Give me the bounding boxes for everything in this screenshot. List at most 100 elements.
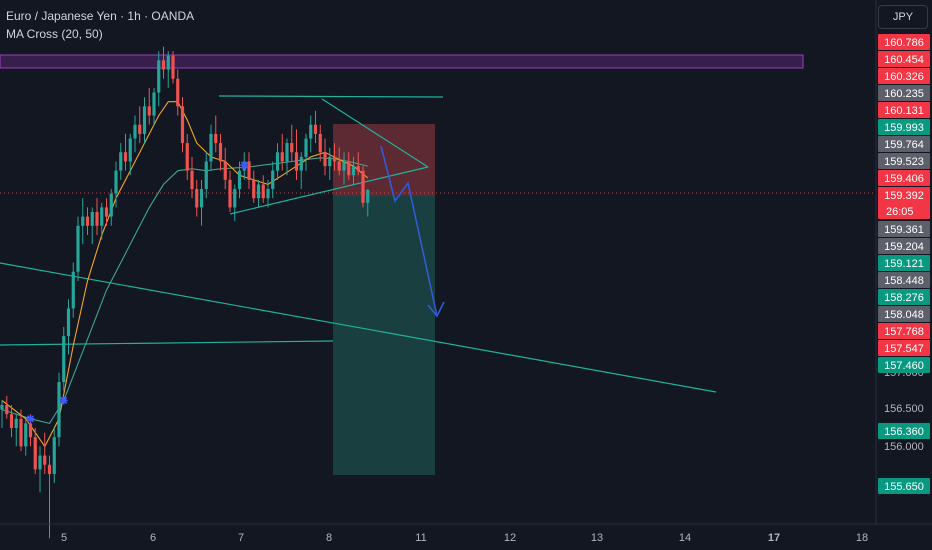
candle-body (43, 455, 47, 465)
candle-body (252, 179, 256, 199)
candle-body (342, 161, 346, 171)
candle-body (271, 170, 275, 190)
ma-fast-line (1, 101, 369, 448)
candle-body (361, 170, 365, 203)
x-tick-label: 6 (150, 532, 156, 544)
candle-body (356, 166, 360, 171)
price-label-badge (878, 119, 930, 135)
candle-body (304, 138, 308, 157)
price-label-badge (878, 306, 930, 322)
candle-body (171, 55, 175, 79)
y-tick-label: 156.500 (884, 403, 924, 415)
candle-body (76, 225, 80, 272)
price-label-value: 160.235 (884, 88, 924, 100)
candle-body (256, 184, 261, 199)
ma-cross-marker (59, 396, 68, 405)
candle-body (14, 418, 18, 428)
candle-body (38, 455, 42, 470)
price-label-badge (878, 238, 930, 254)
candle-body (366, 189, 370, 203)
price-label-value: 159.204 (884, 241, 924, 253)
trendline-top-flat (218, 95, 444, 98)
chart-title[interactable]: Euro / Japanese Yen · 1h · OANDA (6, 9, 195, 23)
candle-body (332, 156, 337, 162)
price-label-badge (878, 136, 930, 152)
ma-cross-marker (240, 161, 249, 170)
price-label-value: 160.326 (884, 71, 924, 83)
x-tick-label: 13 (591, 532, 603, 544)
price-label-badge (878, 51, 930, 67)
candle-body (233, 189, 237, 208)
candle-body (133, 124, 137, 139)
candle-body (275, 152, 280, 171)
candle-body (24, 423, 28, 447)
candle-body (309, 124, 313, 139)
candle-body (328, 156, 332, 167)
price-label-badge (878, 85, 930, 101)
candle-body (71, 271, 75, 309)
price-label-badge (878, 323, 930, 339)
price-label-value: 156.360 (884, 426, 924, 438)
candle-body (157, 60, 161, 93)
take-profit-zone (333, 196, 435, 475)
price-label-countdown: 26:05 (886, 206, 914, 218)
candle-body (19, 418, 23, 447)
x-tick-label: 5 (61, 532, 67, 544)
trendline-horizontal-support (0, 340, 334, 346)
candle-body (90, 212, 94, 226)
candle-body (318, 133, 322, 153)
candle-body (323, 152, 327, 167)
candle-body (33, 437, 37, 470)
candle-body (299, 156, 303, 171)
candle-body (161, 60, 166, 70)
candle-body (228, 179, 232, 208)
x-tick-label: 14 (679, 532, 691, 544)
candle-body (313, 124, 318, 134)
x-tick-label: 8 (326, 532, 332, 544)
x-tick-label: 12 (504, 532, 516, 544)
x-tick-label: 11 (415, 532, 426, 544)
indicator-label[interactable]: MA Cross (20, 50) (6, 27, 103, 41)
price-label-badge (878, 153, 930, 169)
price-label-value: 159.993 (884, 122, 924, 134)
candle-body (62, 336, 66, 383)
candle-body (104, 207, 109, 217)
candle-body (57, 382, 61, 438)
candle-body (85, 216, 90, 226)
candle-body (266, 189, 270, 199)
candle-body (185, 143, 189, 171)
price-label-value: 157.768 (884, 326, 924, 338)
candle-body (147, 106, 151, 116)
candle-body (195, 189, 199, 208)
candle-body (81, 216, 85, 226)
candle-body (66, 308, 71, 337)
candle-body (95, 212, 99, 226)
price-label-badge (878, 289, 930, 305)
price-label-value: 159.764 (884, 139, 924, 151)
candle-body (138, 124, 142, 134)
candle-body (176, 78, 180, 107)
projection-arrow (380, 145, 438, 317)
candle-body (0, 405, 4, 410)
triangle-lower-line (229, 166, 429, 215)
currency-button[interactable]: JPY (878, 5, 928, 29)
price-label-value: 157.460 (884, 360, 924, 372)
candle-body (100, 207, 104, 226)
x-tick-label: 17 (768, 532, 780, 544)
projection-arrow-head (427, 301, 445, 318)
candle-body (223, 161, 227, 180)
price-label-badge (878, 423, 930, 439)
candle-body (285, 143, 289, 162)
price-label-badge (878, 221, 930, 237)
candle-body (214, 133, 218, 144)
ma-slow-line (1, 157, 368, 425)
price-label-value: 159.523 (884, 156, 924, 168)
candle-body (28, 423, 33, 438)
candle-body (180, 106, 185, 144)
trendline-long-descending (0, 262, 717, 393)
candle-body (237, 170, 242, 190)
price-label-value: 158.448 (884, 275, 924, 287)
candle-body (351, 166, 356, 176)
candle-body (204, 161, 208, 190)
